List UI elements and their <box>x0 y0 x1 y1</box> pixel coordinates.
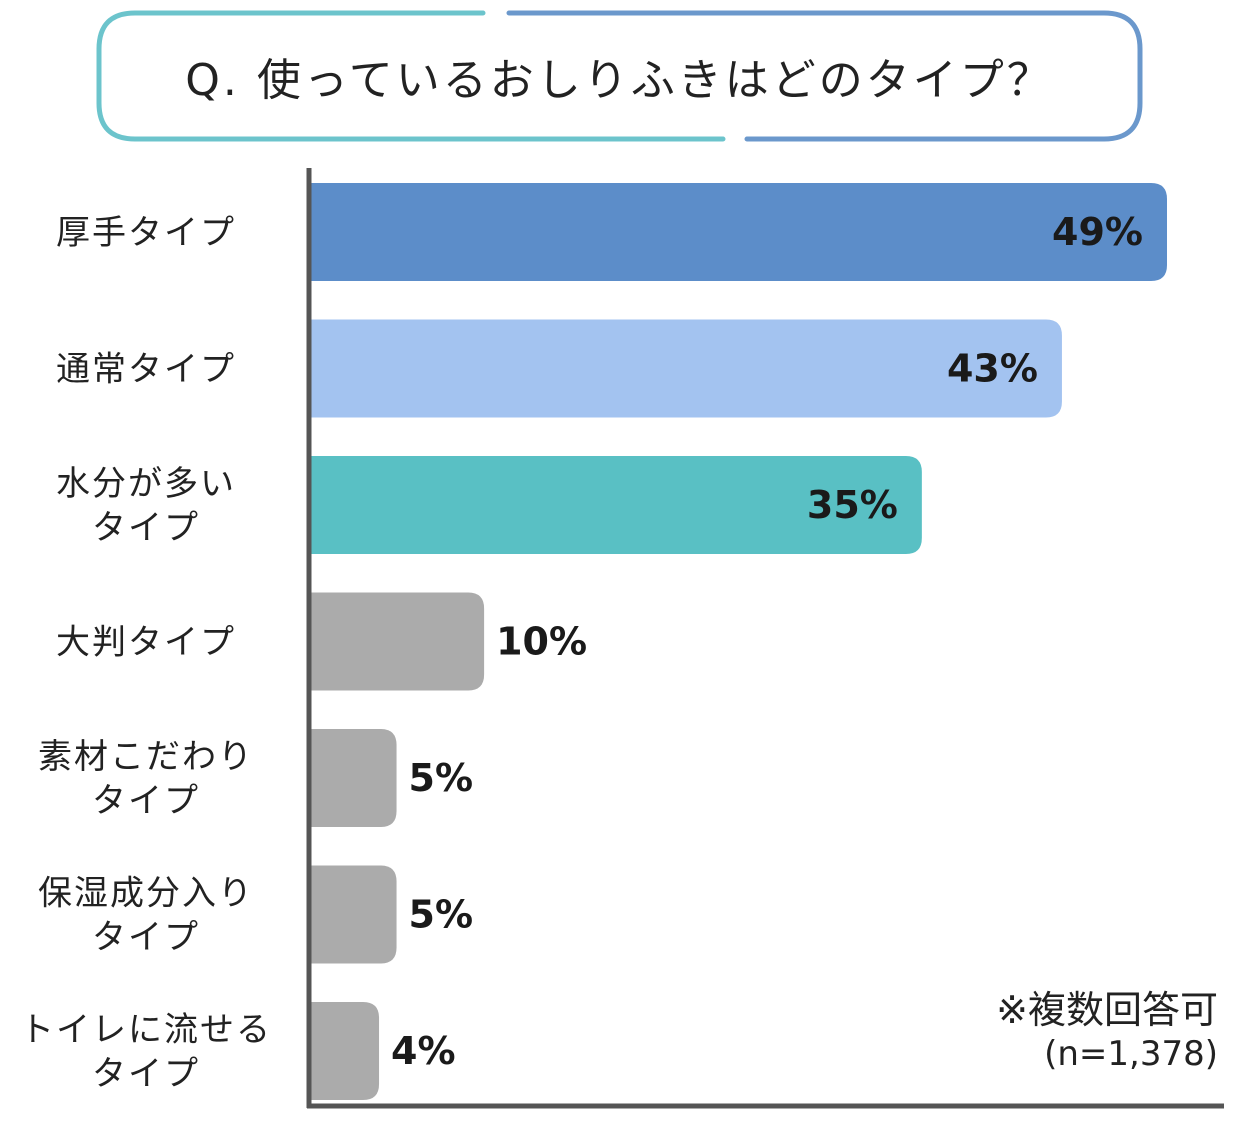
bar-4 <box>309 592 485 691</box>
value-label-1: 49% <box>1052 210 1143 254</box>
bar-2 <box>309 319 1062 418</box>
value-label-7: 4% <box>391 1029 456 1073</box>
category-label-7-line-2: タイプ <box>92 1054 200 1094</box>
sample-size-note: (n=1,378) <box>1044 1034 1218 1074</box>
value-label-5: 5% <box>409 756 474 800</box>
chart-title: Q. 使っているおしりふきはどのタイプ？ <box>185 55 1054 106</box>
bar-6 <box>309 865 397 964</box>
category-label-7-line-1: トイレに流せる <box>20 1010 272 1050</box>
multiple-answers-note: ※複数回答可 <box>996 988 1218 1032</box>
category-label-5-line-2: タイプ <box>92 781 200 821</box>
category-label-2: 通常タイプ <box>56 350 236 390</box>
value-label-4: 10% <box>496 620 587 664</box>
bar-7 <box>309 1002 380 1100</box>
value-label-6: 5% <box>409 893 474 937</box>
category-label-4: 大判タイプ <box>56 623 236 663</box>
category-label-6-line-2: タイプ <box>92 918 200 958</box>
bar-3 <box>309 456 922 554</box>
category-label-6-line-1: 保湿成分入り <box>38 874 254 914</box>
value-label-2: 43% <box>947 347 1038 391</box>
category-label-3-line-1: 水分が多い <box>56 464 236 504</box>
title-border <box>96 10 1143 142</box>
bar-5 <box>309 729 397 827</box>
category-label-5-line-1: 素材こだわり <box>38 737 254 777</box>
category-label-1: 厚手タイプ <box>56 213 236 253</box>
title-box: Q. 使っているおしりふきはどのタイプ？ <box>95 9 1144 143</box>
response-note: ※複数回答可 (n=1,378) <box>996 988 1218 1076</box>
bar-1 <box>309 183 1167 281</box>
category-label-3-line-2: タイプ <box>92 508 200 548</box>
value-label-3: 35% <box>807 483 898 527</box>
